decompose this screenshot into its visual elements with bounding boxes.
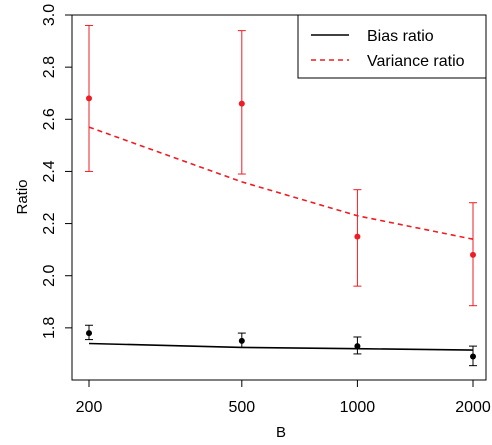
plot-frame <box>71 14 487 381</box>
variance-ratio-point <box>238 100 245 107</box>
x-tick-label: 2000 <box>455 399 491 416</box>
variance-ratio-curve <box>88 126 474 240</box>
y-axis: 1.8 2.0 2.2 2.4 2.6 2.8 3.0 <box>41 4 72 339</box>
y-tick-label: 1.8 <box>41 317 58 339</box>
bias-ratio-point <box>354 343 361 350</box>
variance-ratio-point <box>470 251 476 258</box>
x-axis: 200 500 1000 2000 <box>76 380 491 416</box>
y-tick-label: 2.0 <box>41 264 58 286</box>
x-tick-label: 1000 <box>340 399 376 416</box>
series-layer <box>85 24 477 367</box>
bias-ratio-curve <box>88 342 474 351</box>
y-tick-label: 2.6 <box>41 108 58 130</box>
variance-ratio-point <box>354 233 361 240</box>
legend-bias-label: Bias ratio <box>367 28 434 45</box>
legend-box <box>297 14 487 79</box>
legend: Bias ratio Variance ratio <box>297 14 487 79</box>
bias-ratio-point <box>238 337 245 344</box>
x-tick-label: 200 <box>76 399 103 416</box>
y-tick-label: 2.2 <box>41 212 58 234</box>
y-tick-label: 3.0 <box>41 4 58 26</box>
y-tick-label: 2.4 <box>41 160 58 182</box>
bias-ratio-point <box>470 353 476 360</box>
y-tick-label: 2.8 <box>41 56 58 78</box>
bias-ratio-point <box>86 330 92 337</box>
variance-ratio-point <box>86 95 92 102</box>
x-axis-title: B <box>276 424 286 441</box>
legend-variance-label: Variance ratio <box>367 53 465 70</box>
x-tick-label: 500 <box>228 399 255 416</box>
y-axis-title: Ratio <box>14 179 31 214</box>
